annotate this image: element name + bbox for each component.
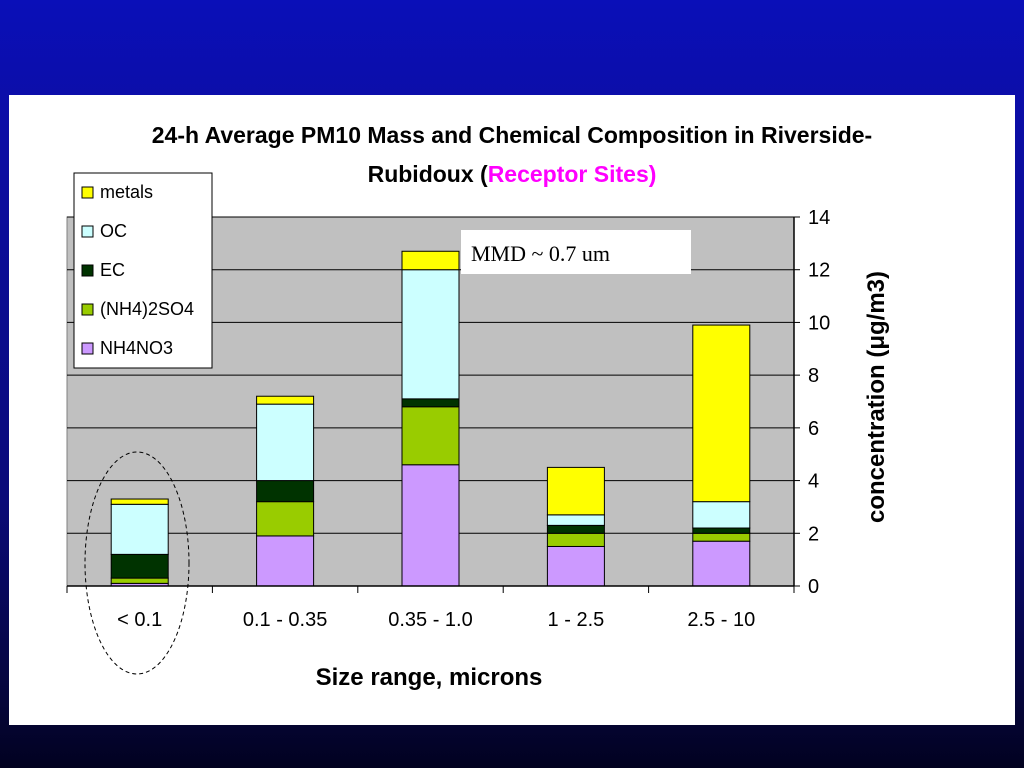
- bar-segment: [256, 403, 315, 482]
- y-axis-title: concentration (μg/m3): [863, 271, 890, 523]
- legend-swatch: [81, 186, 94, 199]
- x-tick-label: 0.1 - 0.35: [243, 609, 328, 631]
- chart-title-accent: Receptor Sites): [488, 161, 657, 187]
- bar-segment: [110, 577, 169, 584]
- y-tick-label: 12: [808, 260, 830, 282]
- legend-item-label: NH4NO3: [100, 338, 173, 358]
- bar-segment: [692, 532, 751, 542]
- bar-segment: [546, 524, 605, 534]
- bar-segment: [401, 406, 460, 466]
- bar-segment: [546, 532, 605, 547]
- legend-box: [73, 172, 213, 369]
- bar-segment: [546, 545, 605, 587]
- bar-segment: [401, 398, 460, 408]
- bar-segment: [692, 501, 751, 529]
- y-tick-label: 14: [808, 207, 830, 229]
- x-axis-ticks: < 0.1 0.1 - 0.35 0.35 - 1.0 1 - 2.5 2.5 - 10: [66, 586, 795, 631]
- legend-item-label: (NH4)2SO4: [100, 299, 194, 319]
- legend: metals OC EC (NH4)2SO4 NH4NO3: [73, 172, 213, 369]
- bar-segment: [110, 498, 169, 505]
- chart-title-line1: 24-h Average PM10 Mass and Chemical Comp…: [152, 122, 872, 148]
- bar-segment: [546, 466, 605, 516]
- bar-segment: [546, 514, 605, 526]
- bar-segment: [401, 464, 460, 587]
- chart-title-line2: Rubidoux (Receptor Sites): [368, 161, 657, 187]
- legend-item-label: metals: [100, 182, 153, 202]
- legend-swatch: [81, 342, 94, 355]
- annotation-text: MMD ~ 0.7 um: [471, 241, 610, 266]
- bar-segment: [692, 540, 751, 587]
- x-tick-label: 0.35 - 1.0: [388, 609, 473, 631]
- chart-panel: 24-h Average PM10 Mass and Chemical Comp…: [9, 95, 1015, 725]
- x-axis-title: Size range, microns: [316, 664, 543, 691]
- legend-swatch: [81, 264, 94, 277]
- y-tick-label: 8: [808, 365, 819, 387]
- bar-segment: [692, 527, 751, 534]
- y-axis-ticks: 0 2 4 6 8 10 12 14: [794, 207, 830, 598]
- legend-swatch: [81, 225, 94, 238]
- chart-svg: 24-h Average PM10 Mass and Chemical Comp…: [66, 122, 890, 691]
- bar-segment: [401, 250, 460, 271]
- bar-segment: [256, 501, 315, 537]
- x-tick-label: 2.5 - 10: [687, 609, 755, 631]
- bar-segment: [256, 535, 315, 587]
- bar-segment: [256, 395, 315, 405]
- legend-swatch: [81, 303, 94, 316]
- bar-segment: [256, 480, 315, 503]
- x-tick-label: 1 - 2.5: [548, 609, 605, 631]
- y-tick-label: 6: [808, 418, 819, 440]
- bar-segment: [692, 324, 751, 503]
- x-tick-label: < 0.1: [117, 609, 162, 631]
- legend-item-label: EC: [100, 260, 125, 280]
- y-tick-label: 10: [808, 312, 830, 334]
- bar-segment: [110, 553, 169, 579]
- y-tick-label: 0: [808, 576, 819, 598]
- bar-segment: [110, 503, 169, 555]
- legend-item-label: OC: [100, 221, 127, 241]
- bar-segment: [401, 269, 460, 400]
- chart-title-line2-text: Rubidoux (: [368, 161, 488, 187]
- y-tick-label: 2: [808, 523, 819, 545]
- highlight-ellipse: [84, 451, 190, 675]
- bars: [110, 250, 751, 587]
- y-tick-label: 4: [808, 471, 819, 493]
- annotation-box: [461, 230, 691, 274]
